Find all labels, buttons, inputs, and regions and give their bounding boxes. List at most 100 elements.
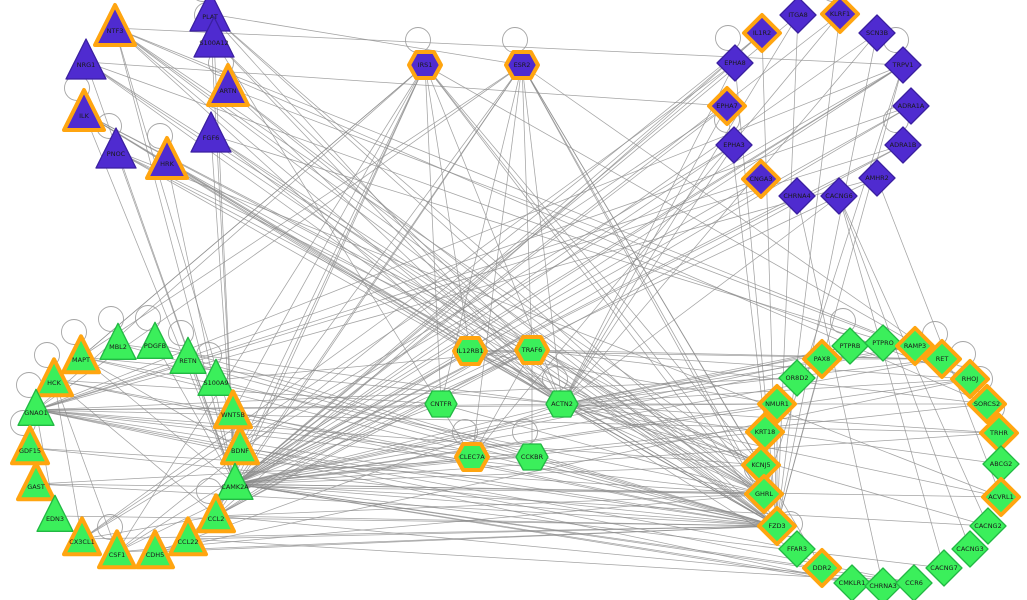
node-ABCG2[interactable]: ABCG2	[982, 445, 1020, 483]
triangle-shape	[36, 494, 74, 532]
node-AMHR2[interactable]: AMHR2	[858, 159, 896, 197]
self-loop-RETN	[168, 320, 194, 346]
self-loop-IRS1	[405, 27, 431, 53]
node-CACNG6[interactable]: CACNG6	[820, 177, 858, 215]
self-loop-PDGFB	[135, 305, 161, 331]
node-CLEC7A[interactable]: CLEC7A	[454, 442, 490, 472]
node-ADRA1B[interactable]: ADRA1B	[884, 126, 922, 164]
node-ITGA8[interactable]: ITGA8	[779, 0, 817, 34]
diamond-shape	[778, 530, 816, 568]
edge-MAPT-BDNF	[80, 356, 241, 449]
edge-ILK-CAMK2A	[83, 112, 236, 485]
edge-WNT5B-FZD3	[232, 411, 778, 527]
node-EPHA8[interactable]: EPHA8	[716, 44, 754, 82]
edge-NRG1-RHOJ	[85, 61, 971, 380]
edge-ITGA8-CAMK2A	[234, 14, 799, 485]
edge-GNAO1-CCKBR	[35, 409, 533, 458]
edge-PLAT-ACTN2	[209, 13, 563, 405]
edge-TRAF6-CLEC7A	[471, 349, 533, 458]
node-KLRF1[interactable]: KLRF1	[820, 0, 860, 34]
edge-CACNG6-CACNG3	[838, 195, 971, 550]
diamond-shape	[744, 474, 784, 514]
node-TRAF6[interactable]: TRAF6	[514, 335, 550, 365]
diamond-shape	[884, 126, 922, 164]
edge-CAMK2A-CNTFR	[234, 403, 442, 485]
hexagon-shape	[454, 442, 490, 472]
edge-CAMK2A-CACNG2	[234, 483, 989, 527]
edge-ITGA8-FZD3	[776, 14, 799, 527]
edge-ACTN2-FZD3	[561, 403, 778, 527]
edge-ESR2-MAPT	[80, 64, 523, 358]
node-CCL2[interactable]: CCL2	[196, 493, 236, 534]
edge-PNOC-KCNJ5	[115, 150, 762, 466]
edge-CSF1-GHRL	[116, 493, 765, 553]
node-IL12RB1[interactable]: IL12RB1	[452, 336, 488, 366]
node-ESR2[interactable]: ESR2	[504, 50, 540, 80]
edge-CCL22-CCR6	[187, 538, 915, 584]
diamond-shape	[778, 177, 816, 215]
triangle-shape	[135, 529, 175, 570]
node-MBL2[interactable]: MBL2	[99, 322, 137, 360]
edge-CAMK2A-NMUR1	[234, 403, 778, 485]
diamond-shape	[981, 477, 1021, 517]
node-NTF3[interactable]: NTF3	[93, 3, 137, 47]
node-EPHA3[interactable]: EPHA3	[715, 126, 753, 164]
node-PDGFB[interactable]: PDGFB	[136, 321, 174, 359]
edge-FGF6-GHRL	[210, 134, 765, 495]
edge-ACTN2-KCNJ5	[561, 403, 762, 466]
node-ADRA1A[interactable]: ADRA1A	[892, 87, 930, 125]
diamond-shape	[858, 159, 896, 197]
node-CNTFR[interactable]: CNTFR	[424, 390, 458, 418]
edge-GNAO1-FFAR3	[35, 409, 798, 550]
node-FGF6[interactable]: FGF6	[190, 111, 232, 153]
edge-EPHA3-ACTN2	[561, 144, 735, 405]
edge-CDH5-FZD3	[154, 525, 778, 553]
node-PNOC[interactable]: PNOC	[95, 127, 137, 169]
edge-ACTN2-RHOJ	[561, 378, 971, 405]
edge-ESR2-FZD3	[521, 64, 778, 527]
triangle-shape	[65, 38, 107, 80]
node-CCKBR[interactable]: CCKBR	[515, 443, 549, 471]
triangle-shape	[168, 516, 208, 557]
node-IL1R2[interactable]: IL1R2	[742, 13, 782, 53]
diamond-shape	[757, 384, 797, 424]
edge-IRS1-IL12RB1	[424, 64, 471, 352]
node-ACTN2[interactable]: ACTN2	[545, 390, 579, 418]
node-CHRNA4[interactable]: CHRNA4	[778, 177, 816, 215]
edge-EDN3-FZD3	[54, 515, 778, 527]
triangle-shape	[145, 136, 189, 180]
hexagon-shape	[452, 336, 488, 366]
triangle-shape	[62, 88, 106, 132]
edge-TRAF6-RHOJ	[531, 349, 971, 380]
triangle-shape	[206, 63, 250, 107]
edge-IRS1-WNT5B	[232, 64, 426, 413]
edge-FZD3-PAX8	[776, 358, 823, 527]
edge-CAMK2A-ACVRL1	[234, 483, 1002, 498]
node-CACNG7[interactable]: CACNG7	[925, 549, 963, 587]
hexagon-shape	[504, 50, 540, 80]
edge-IRS1-CNTFR	[424, 64, 442, 405]
node-MAPT[interactable]: MAPT	[61, 334, 101, 375]
diamond-shape	[858, 14, 896, 52]
edge-CAMK2A-IL12RB1	[234, 350, 471, 485]
edge-TRPV1-BDNF	[239, 64, 904, 449]
node-CHRNA3[interactable]: CHRNA3	[864, 567, 902, 600]
hexagon-shape	[407, 50, 443, 80]
node-TRPV1[interactable]: TRPV1	[884, 46, 922, 84]
edge-IRS1-FZD3	[424, 64, 778, 527]
edge-NTF3-FZD3	[114, 27, 778, 527]
node-IRS1[interactable]: IRS1	[407, 50, 443, 80]
triangle-shape	[97, 529, 137, 570]
node-HRK[interactable]: HRK	[145, 136, 189, 180]
edge-CCL2-FZD3	[215, 515, 778, 527]
node-SCN3B[interactable]: SCN3B	[858, 14, 896, 52]
diamond-shape	[820, 177, 858, 215]
node-CSF1[interactable]: CSF1	[97, 529, 137, 570]
edge-CAMK2A-PAX8	[234, 358, 823, 485]
diamond-shape	[895, 326, 935, 366]
triangle-shape	[17, 388, 55, 426]
edge-PLAT-ESR2	[209, 13, 523, 66]
node-CCR6[interactable]: CCR6	[895, 564, 933, 600]
